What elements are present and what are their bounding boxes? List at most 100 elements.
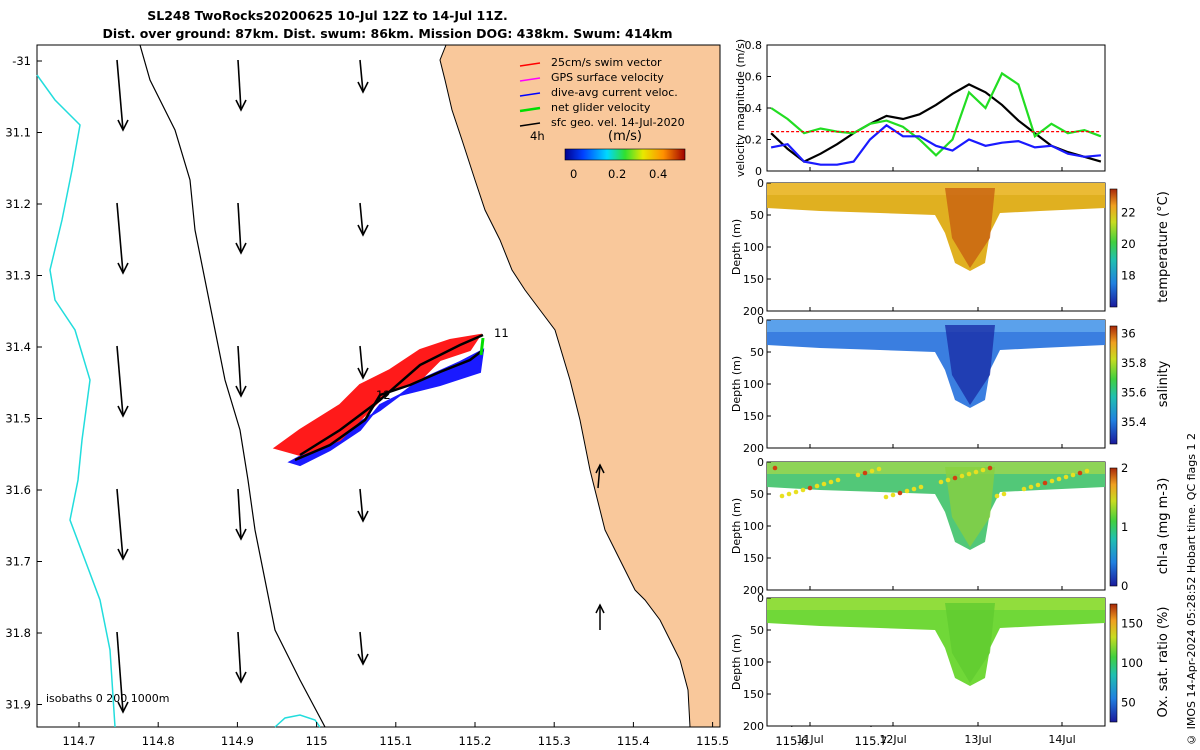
geo-arrow xyxy=(237,59,242,111)
lon-tick-label: 115.5 xyxy=(696,734,729,748)
land-mass xyxy=(439,44,721,728)
geo-arrow xyxy=(359,59,364,93)
depth-tick-label: 50 xyxy=(750,624,764,637)
geo-arrow-head xyxy=(357,367,369,380)
colorbar-tick-label: 0 xyxy=(1121,579,1128,593)
section-eddy-core xyxy=(945,188,995,268)
chl-sample-dot xyxy=(1028,484,1034,490)
lat-tick-label: 31.4 xyxy=(5,340,31,354)
chl-sample-dot xyxy=(793,489,799,495)
velocity-ytick-label: 0.8 xyxy=(745,39,763,52)
depth-tick-label: 50 xyxy=(750,209,764,222)
geo-arrow xyxy=(237,202,242,254)
chl-sample-dot xyxy=(938,479,944,485)
lon-tick-label: 115.6 xyxy=(775,734,808,748)
chl-sample-dot xyxy=(855,472,861,478)
chl-sample-dot xyxy=(1001,491,1007,497)
geo-arrow xyxy=(116,488,124,560)
geo-arrow xyxy=(116,345,124,417)
geo-arrow-head xyxy=(117,262,129,275)
chl-sample-dot xyxy=(1035,482,1041,488)
colorbar-tick-label: 18 xyxy=(1121,269,1136,283)
section-eddy-core xyxy=(945,603,995,683)
section-field xyxy=(767,320,1105,408)
lat-tick-label: 31.6 xyxy=(5,483,31,497)
chl-sample-dot xyxy=(1049,478,1055,484)
geo-arrow xyxy=(597,464,601,489)
chl-sample-dot xyxy=(945,477,951,483)
geo-arrow-head xyxy=(235,99,247,112)
colorbar-unit: (m/s) xyxy=(608,129,642,144)
section-field xyxy=(767,183,1105,271)
colorbar-tick-label: 35.4 xyxy=(1121,415,1147,429)
colorbar-tick-label: 35.6 xyxy=(1121,385,1147,399)
section-field xyxy=(767,462,1105,550)
depth-tick-label: 50 xyxy=(750,346,764,359)
geo-arrow xyxy=(359,202,364,236)
chl-sample-dot xyxy=(904,488,910,494)
track-line xyxy=(294,349,484,462)
geo-arrow-head xyxy=(235,528,247,541)
geo-arrow xyxy=(116,202,124,274)
geo-arrow xyxy=(359,488,364,522)
legend-swatch xyxy=(519,106,541,113)
lat-tick-label: 31.5 xyxy=(5,412,31,426)
chl-sample-dot xyxy=(862,470,868,476)
speed-colorbar xyxy=(564,148,686,161)
chl-sample-dot xyxy=(973,469,979,475)
variable-label: salinity xyxy=(1156,360,1171,407)
chl-sample-dot xyxy=(772,465,778,471)
geo-arrow-head xyxy=(117,548,129,561)
map-legend: 25cm/s swim vector GPS surface velocity di… xyxy=(519,56,685,129)
lat-tick-label: 31.1 xyxy=(5,126,31,140)
depth-tick-label: 100 xyxy=(743,241,764,254)
chl-sample-dot xyxy=(1070,472,1076,478)
depth-ylabel: Depth (m) xyxy=(730,219,743,275)
chl-sample-dot xyxy=(800,487,806,493)
section-surface-layer xyxy=(767,462,1105,474)
section-panel-4: 0 50 100 150 200 Depth (m) 50 100 150 Ox. sat. ra… xyxy=(730,592,1171,733)
chl-sample-dot xyxy=(807,485,813,491)
chl-sample-dot xyxy=(1084,468,1090,474)
track-line-2 xyxy=(299,333,484,457)
colorbar-tick-label: 2 xyxy=(1121,461,1128,475)
velocity-ytick-label: 0.6 xyxy=(745,71,763,84)
chl-sample-dot xyxy=(918,484,924,490)
chl-sample-dot xyxy=(1063,474,1069,480)
chl-sample-dot xyxy=(786,491,792,497)
geo-arrow xyxy=(237,488,242,540)
chl-sample-dot xyxy=(1042,480,1048,486)
colorbar-tick-1: 0.2 xyxy=(608,167,626,181)
colorbar-tick-label: 50 xyxy=(1121,695,1136,709)
colorbar-tick-0: 0 xyxy=(570,167,577,181)
lon-tick-label: 115.4 xyxy=(617,734,650,748)
depth-tick-label: 200 xyxy=(743,442,764,455)
isobaths-label: isobaths 0 200 1000m xyxy=(46,692,169,705)
chl-sample-dot xyxy=(779,493,785,499)
geo-arrow-head xyxy=(235,242,247,255)
geo-arrow-head xyxy=(117,405,129,418)
geo-arrow xyxy=(237,345,242,397)
depth-tick-label: 50 xyxy=(750,488,764,501)
geo-arrow-head xyxy=(357,81,369,94)
colorbar-tick-2: 0.4 xyxy=(649,167,667,181)
geo-arrow-head xyxy=(595,463,605,474)
depth-tick-label: 0 xyxy=(757,314,764,327)
velocity-line-dive-avg-current xyxy=(770,123,1101,166)
lon-tick-label: 115.3 xyxy=(538,734,571,748)
depth-tick-label: 200 xyxy=(743,720,764,733)
section-surface-layer xyxy=(767,320,1105,332)
section-surface-layer xyxy=(767,598,1105,610)
time-tick-label: 12Jul xyxy=(879,733,906,746)
colorbar-tick-label: 20 xyxy=(1121,237,1136,251)
lat-tick-label: 31.2 xyxy=(5,197,31,211)
velocity-y-ticks: 0 0.2 0.4 0.6 0.8 xyxy=(745,39,771,178)
legend-swatch xyxy=(519,62,541,67)
depth-tick-label: 100 xyxy=(743,520,764,533)
section-panel-3: 0 50 100 150 200 Depth (m) 0 1 2 chl-a (mg m-3) xyxy=(730,456,1171,597)
time-tick-label: 14Jul xyxy=(1048,733,1075,746)
legend-entry: 25cm/s swim vector xyxy=(551,56,662,69)
velocity-ytick-label: 0 xyxy=(755,165,762,178)
